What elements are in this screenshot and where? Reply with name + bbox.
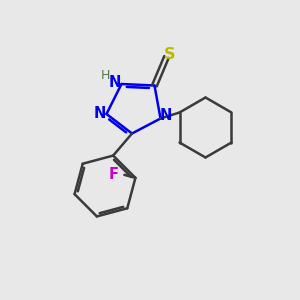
Text: H: H (100, 69, 110, 82)
Text: N: N (159, 108, 172, 123)
Text: F: F (109, 167, 118, 182)
Text: N: N (109, 75, 121, 90)
Text: N: N (94, 106, 106, 122)
Text: S: S (164, 47, 176, 62)
